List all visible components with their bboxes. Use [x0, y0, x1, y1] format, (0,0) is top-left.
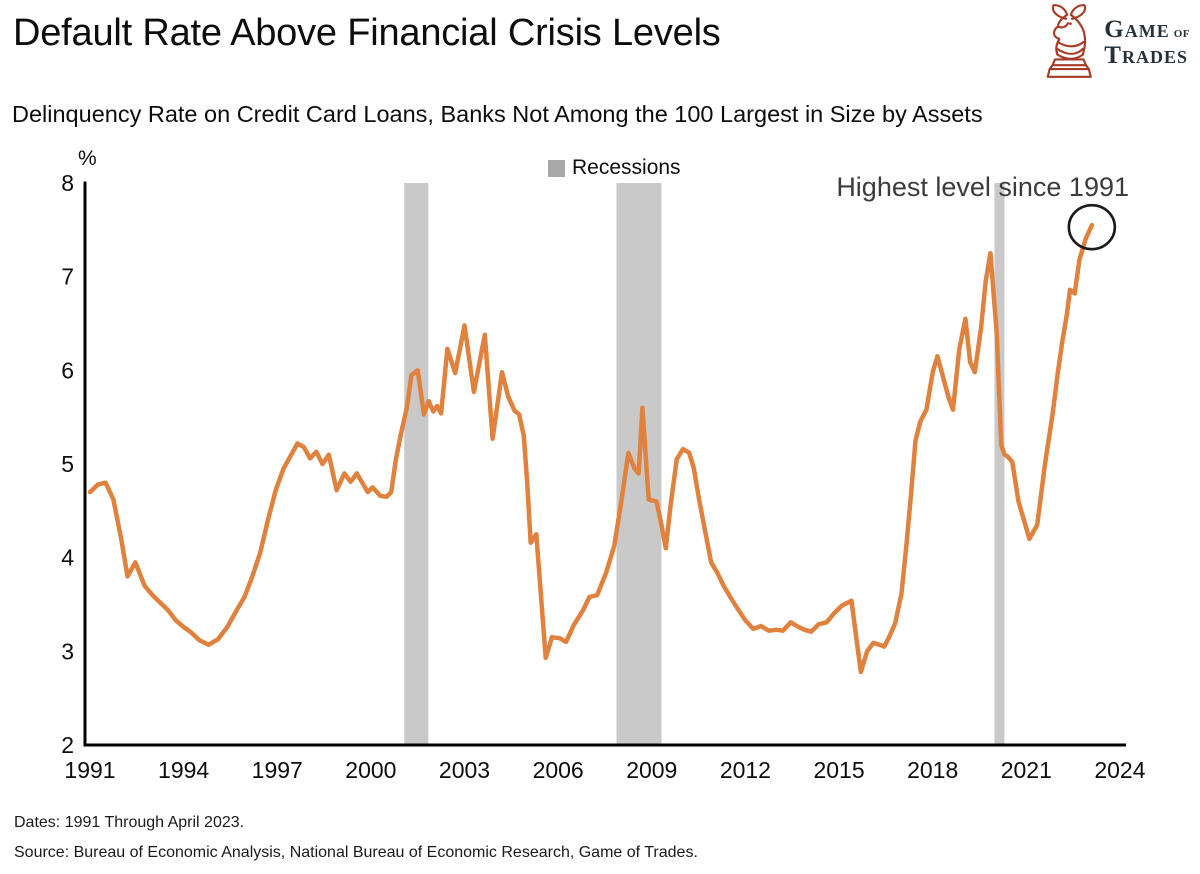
footer-source-note: Source: Bureau of Economic Analysis, Nat…	[14, 844, 698, 861]
y-axis-unit-label: %	[78, 147, 97, 170]
chart-legend: Recessions	[548, 156, 681, 180]
bull-knight-icon	[1046, 4, 1093, 78]
y-tick-label-7: 7	[61, 264, 74, 290]
x-tick-label-2003: 2003	[439, 757, 490, 783]
brand-logo-text: G AME OF T RADES	[1104, 17, 1190, 68]
logo-text-ame: AME	[1124, 20, 1170, 41]
recession-legend-label: Recessions	[572, 156, 681, 179]
logo-letter-g: G	[1104, 15, 1125, 43]
logo-text-rades: RADES	[1121, 46, 1188, 67]
brand-logo: G AME OF T RADES	[1040, 2, 1190, 82]
x-tick-label-1994: 1994	[158, 757, 209, 783]
recession-band-2	[994, 183, 1005, 745]
y-tick-label-4: 4	[61, 545, 74, 571]
x-tick-label-2009: 2009	[626, 757, 677, 783]
y-tick-label-2: 2	[61, 732, 74, 758]
page-title: Default Rate Above Financial Crisis Leve…	[13, 12, 721, 54]
recession-band-0	[404, 183, 429, 745]
x-tick-label-2012: 2012	[720, 757, 771, 783]
recession-legend-swatch	[548, 159, 565, 177]
y-tick-label-6: 6	[61, 357, 74, 383]
footer-dates-note: Dates: 1991 Through April 2023.	[14, 814, 245, 831]
x-tick-label-2006: 2006	[533, 757, 584, 783]
logo-line-trades: T RADES	[1104, 43, 1190, 68]
highest-level-circle	[1067, 203, 1117, 251]
x-tick-label-2021: 2021	[1001, 757, 1052, 783]
logo-text-of: OF	[1173, 27, 1190, 40]
x-tick-label-2015: 2015	[813, 757, 864, 783]
x-tick-label-2018: 2018	[907, 757, 958, 783]
x-tick-label-1991: 1991	[64, 757, 115, 783]
logo-letter-t: T	[1104, 41, 1122, 69]
x-tick-label-2024: 2024	[1094, 757, 1145, 783]
y-tick-label-5: 5	[61, 451, 74, 477]
delinquency-rate-line	[87, 222, 1095, 675]
logo-line-game-of: G AME OF	[1104, 17, 1190, 42]
x-tick-label-2000: 2000	[345, 757, 396, 783]
chart-footer: Dates: 1991 Through April 2023. Source: …	[14, 808, 698, 868]
highest-level-annotation: Highest level since 1991	[836, 172, 1129, 202]
y-tick-label-3: 3	[61, 638, 74, 664]
y-tick-label-8: 8	[61, 170, 74, 196]
x-tick-label-1997: 1997	[252, 757, 303, 783]
chart-subtitle: Delinquency Rate on Credit Card Loans, B…	[12, 101, 983, 127]
